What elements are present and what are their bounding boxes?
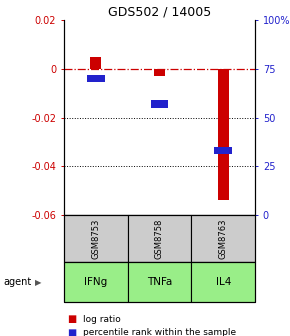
Text: log ratio: log ratio xyxy=(83,315,120,324)
Bar xyxy=(151,100,168,108)
Bar xyxy=(214,147,232,154)
Text: GSM8758: GSM8758 xyxy=(155,218,164,259)
Bar xyxy=(64,262,255,302)
Bar xyxy=(191,215,255,262)
Bar xyxy=(64,215,255,262)
Bar xyxy=(218,69,229,200)
Text: ▶: ▶ xyxy=(35,278,41,287)
Bar xyxy=(64,262,128,302)
Text: IL4: IL4 xyxy=(215,277,231,287)
Text: IFNg: IFNg xyxy=(84,277,107,287)
Bar xyxy=(90,57,102,69)
Text: GSM8763: GSM8763 xyxy=(219,218,228,259)
Bar xyxy=(191,262,255,302)
Text: agent: agent xyxy=(3,277,31,287)
Bar xyxy=(154,69,165,76)
Text: TNFa: TNFa xyxy=(147,277,172,287)
Bar xyxy=(128,262,191,302)
Text: percentile rank within the sample: percentile rank within the sample xyxy=(83,328,236,336)
Bar xyxy=(64,215,128,262)
Bar xyxy=(87,75,105,82)
Bar xyxy=(128,215,191,262)
Text: ■: ■ xyxy=(67,314,76,324)
Title: GDS502 / 14005: GDS502 / 14005 xyxy=(108,6,211,19)
Text: ■: ■ xyxy=(67,328,76,336)
Text: GSM8753: GSM8753 xyxy=(91,218,100,259)
